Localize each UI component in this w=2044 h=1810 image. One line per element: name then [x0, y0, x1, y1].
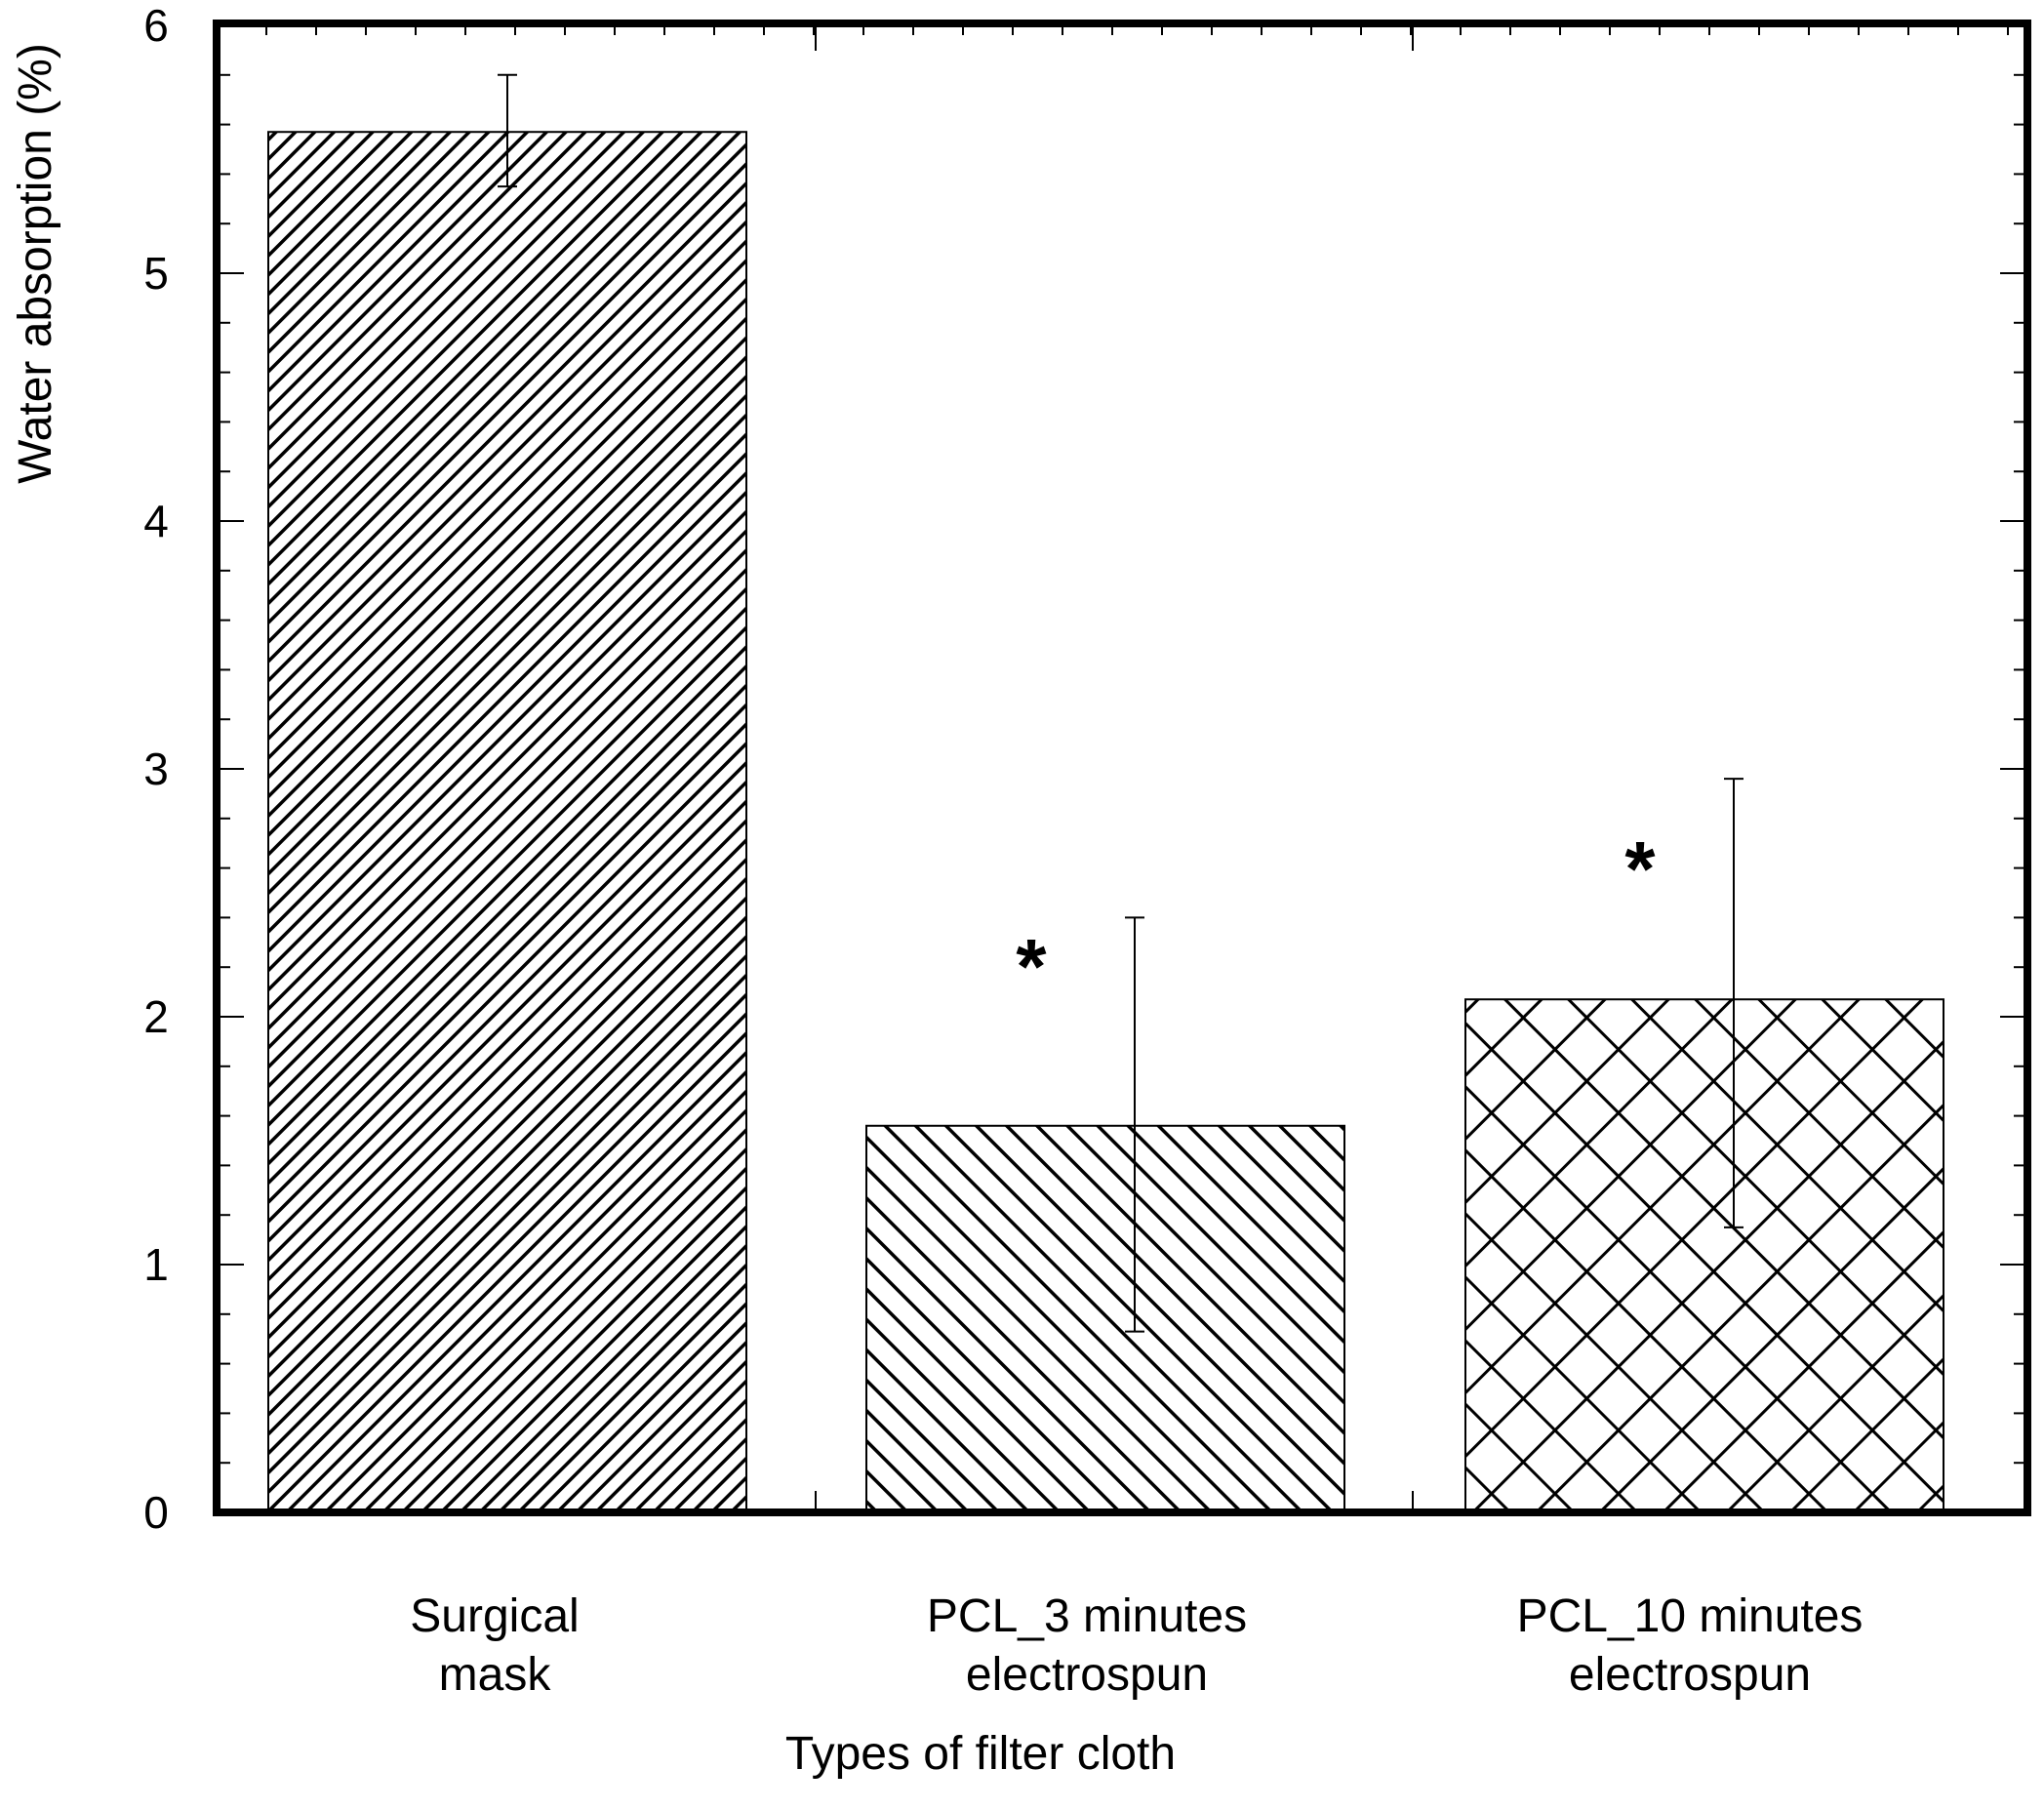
- y-tick-label: 3: [143, 744, 169, 794]
- error-bars-layer: [498, 73, 1743, 1333]
- plot-frame-layer: [213, 20, 2031, 1516]
- significance-marker: *: [1016, 923, 1047, 1010]
- bar-3: [1464, 998, 1944, 1513]
- category-label-line2: electrospun: [966, 1649, 1208, 1701]
- y-tick-label: 1: [143, 1239, 169, 1290]
- bars-layer: [267, 131, 1944, 1514]
- category-label-line1: Surgical: [410, 1590, 579, 1642]
- significance-marker: *: [1624, 825, 1656, 912]
- x-axis-title: Types of filter cloth: [785, 1728, 1176, 1780]
- y-tick-label: 6: [143, 0, 169, 51]
- y-tick-label: 2: [143, 991, 169, 1042]
- y-tick-label: 0: [143, 1487, 169, 1538]
- bar-1: [267, 131, 747, 1514]
- category-label-line1: PCL_3 minutes: [927, 1590, 1247, 1642]
- y-tick-label: 4: [143, 496, 169, 546]
- category-label-line2: electrospun: [1569, 1649, 1811, 1701]
- category-label-line1: PCL_10 minutes: [1517, 1590, 1864, 1642]
- category-label-line2: mask: [439, 1649, 552, 1701]
- labels-layer: 0 1 2 3 4 5 6 Surgical mask PCL_3 minutes electros…: [143, 0, 1863, 1701]
- y-tick-label: 5: [143, 248, 169, 299]
- bar-2: [865, 1124, 1345, 1513]
- y-axis-title: Water absorption (%): [10, 43, 61, 484]
